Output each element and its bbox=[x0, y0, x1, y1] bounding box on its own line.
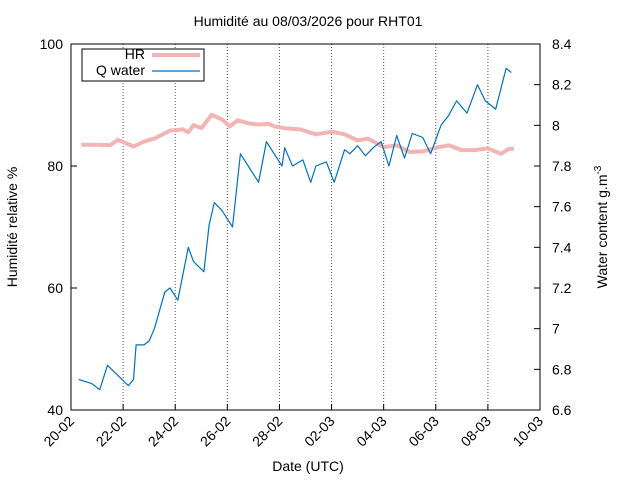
grid-layer bbox=[122, 44, 489, 410]
y-tick-label: 60 bbox=[47, 280, 63, 296]
x-axis-label: Date (UTC) bbox=[272, 458, 344, 474]
y2-tick-label: 7.6 bbox=[552, 199, 572, 215]
y2-axis-label-text: Water content g.m bbox=[594, 175, 610, 289]
y2-tick-label: 7.2 bbox=[552, 280, 572, 296]
y2-tick-label: 7 bbox=[552, 321, 560, 337]
series-layer bbox=[78, 67, 514, 391]
y2-tick-label: 7.4 bbox=[552, 239, 572, 255]
y2-tick-label: 6.8 bbox=[552, 361, 572, 377]
series-q-water-line bbox=[78, 67, 512, 391]
y-axis-label: Humidité relative % bbox=[4, 167, 20, 288]
plot-frame bbox=[70, 43, 541, 411]
series-hr-line bbox=[81, 112, 514, 156]
y2-axis-label: Water content g.m-3 bbox=[593, 165, 610, 288]
legend-label-hr: HR bbox=[125, 46, 145, 62]
y2-tick-label: 7.8 bbox=[552, 158, 572, 174]
chart-title: Humidité au 08/03/2026 pour RHT01 bbox=[194, 13, 423, 29]
y2-axis-label-superscript: -3 bbox=[593, 165, 604, 174]
y2-tick-label: 6.6 bbox=[552, 402, 572, 418]
legend-label-q-water: Q water bbox=[96, 62, 145, 78]
legend: HR Q water bbox=[81, 46, 205, 82]
y2-tick-label: 8.4 bbox=[552, 36, 572, 52]
y-tick-label: 100 bbox=[40, 36, 64, 52]
y2-tick-label: 8 bbox=[552, 117, 560, 133]
y-tick-label: 80 bbox=[47, 158, 63, 174]
y2-tick-label: 8.2 bbox=[552, 77, 572, 93]
y-tick-label: 40 bbox=[47, 402, 63, 418]
